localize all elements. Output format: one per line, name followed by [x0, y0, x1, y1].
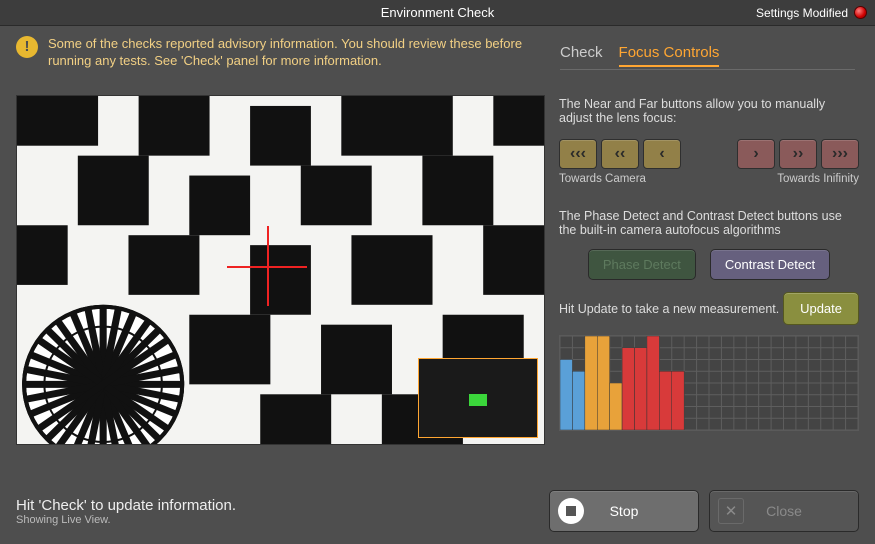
- focus-intro: The Near and Far buttons allow you to ma…: [559, 97, 859, 125]
- near-label: Towards Camera: [559, 173, 681, 185]
- warning-icon: !: [16, 36, 38, 58]
- focus-controls-panel: The Near and Far buttons allow you to ma…: [559, 95, 859, 431]
- near-group: ‹‹‹ ‹‹ ‹ Towards Camera: [559, 139, 681, 185]
- footer-sub: Showing Live View.: [16, 514, 539, 526]
- titlebar: Environment Check Settings Modified: [0, 0, 875, 26]
- preview-pane: [16, 95, 545, 474]
- footer: Hit 'Check' to update information. Showi…: [16, 490, 859, 532]
- focus-far-2-button[interactable]: ››: [779, 139, 817, 169]
- tab-check[interactable]: Check: [560, 42, 603, 67]
- stop-button[interactable]: Stop: [549, 490, 699, 532]
- live-view[interactable]: [16, 95, 545, 445]
- update-button[interactable]: Update: [783, 292, 859, 325]
- advisory-banner: ! Some of the checks reported advisory i…: [16, 36, 545, 70]
- contrast-detect-button[interactable]: Contrast Detect: [710, 249, 830, 280]
- advisory-text: Some of the checks reported advisory inf…: [48, 36, 545, 70]
- focus-near-1-button[interactable]: ‹: [643, 139, 681, 169]
- status-text: Settings Modified: [756, 6, 848, 20]
- stop-label: Stop: [610, 503, 639, 519]
- focus-near-2-button[interactable]: ‹‹: [601, 139, 639, 169]
- stop-icon: [558, 498, 584, 524]
- tab-focus-controls[interactable]: Focus Controls: [619, 42, 720, 67]
- update-hint: Hit Update to take a new measurement.: [559, 302, 779, 316]
- focus-near-3-button[interactable]: ‹‹‹: [559, 139, 597, 169]
- focus-far-1-button[interactable]: ›: [737, 139, 775, 169]
- focus-peaking-inset: [418, 358, 538, 438]
- close-button[interactable]: ✕ Close: [709, 490, 859, 532]
- focus-far-3-button[interactable]: ›››: [821, 139, 859, 169]
- focus-histogram: [559, 335, 859, 431]
- af-intro: The Phase Detect and Contrast Detect but…: [559, 209, 859, 237]
- far-label: Towards Inifinity: [737, 173, 859, 185]
- window-title: Environment Check: [0, 5, 875, 20]
- phase-detect-button[interactable]: Phase Detect: [588, 249, 696, 280]
- close-label: Close: [766, 503, 802, 519]
- tabs: Check Focus Controls: [560, 42, 855, 70]
- settings-modified-status: Settings Modified: [756, 6, 867, 20]
- focus-indicator-icon: [469, 394, 487, 406]
- close-icon: ✕: [718, 498, 744, 524]
- status-indicator-icon: [854, 6, 867, 19]
- footer-hint: Hit 'Check' to update information.: [16, 497, 539, 514]
- far-group: › ›› ››› Towards Inifinity: [737, 139, 859, 185]
